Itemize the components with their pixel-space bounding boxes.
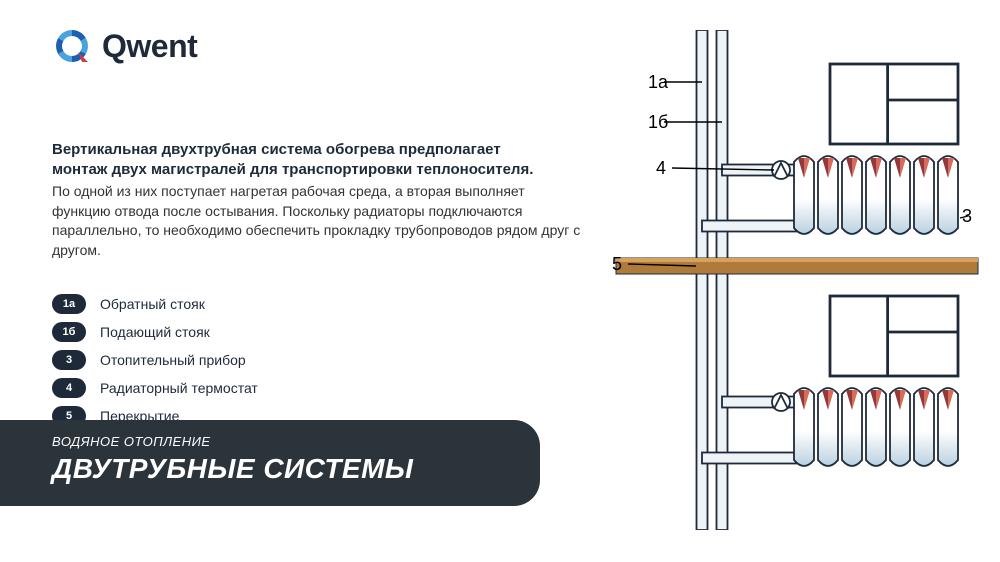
legend-label: Радиаторный термостат bbox=[100, 380, 258, 396]
title-slab: ВОДЯНОЕ ОТОПЛЕНИЕ ДВУТРУБНЫЕ СИСТЕМЫ bbox=[0, 420, 540, 506]
intro-bold: Вертикальная двухтрубная система обогрев… bbox=[52, 140, 542, 181]
intro-body: По одной из них поступает нагретая рабоч… bbox=[52, 182, 582, 260]
legend-row: 4 Радиаторный термостат bbox=[52, 378, 258, 398]
diagram: 1а 1б 4 5 3 bbox=[590, 30, 980, 530]
title-main: ДВУТРУБНЫЕ СИСТЕМЫ bbox=[52, 453, 540, 485]
svg-text:3: 3 bbox=[962, 206, 972, 226]
legend-label: Отопительный прибор bbox=[100, 352, 246, 368]
legend-row: 3 Отопительный прибор bbox=[52, 350, 258, 370]
legend-code: 4 bbox=[52, 378, 86, 398]
legend-label: Подающий стояк bbox=[100, 324, 210, 340]
svg-text:1б: 1б bbox=[648, 112, 668, 132]
svg-text:5: 5 bbox=[612, 254, 622, 274]
logo-icon bbox=[52, 26, 92, 66]
legend-code: 1б bbox=[52, 322, 86, 342]
svg-text:4: 4 bbox=[656, 158, 666, 178]
legend-label: Обратный стояк bbox=[100, 296, 205, 312]
legend: 1а Обратный стояк 1б Подающий стояк 3 От… bbox=[52, 294, 258, 434]
svg-text:1а: 1а bbox=[648, 72, 669, 92]
legend-row: 1б Подающий стояк bbox=[52, 322, 258, 342]
logo: Qwent bbox=[52, 26, 197, 66]
legend-code: 3 bbox=[52, 350, 86, 370]
legend-row: 1а Обратный стояк bbox=[52, 294, 258, 314]
page: Qwent Вертикальная двухтрубная система о… bbox=[0, 0, 1000, 562]
title-sub: ВОДЯНОЕ ОТОПЛЕНИЕ bbox=[52, 434, 540, 449]
diagram-svg: 1а 1б 4 5 3 bbox=[590, 30, 980, 530]
legend-code: 1а bbox=[52, 294, 86, 314]
logo-text: Qwent bbox=[102, 28, 197, 65]
